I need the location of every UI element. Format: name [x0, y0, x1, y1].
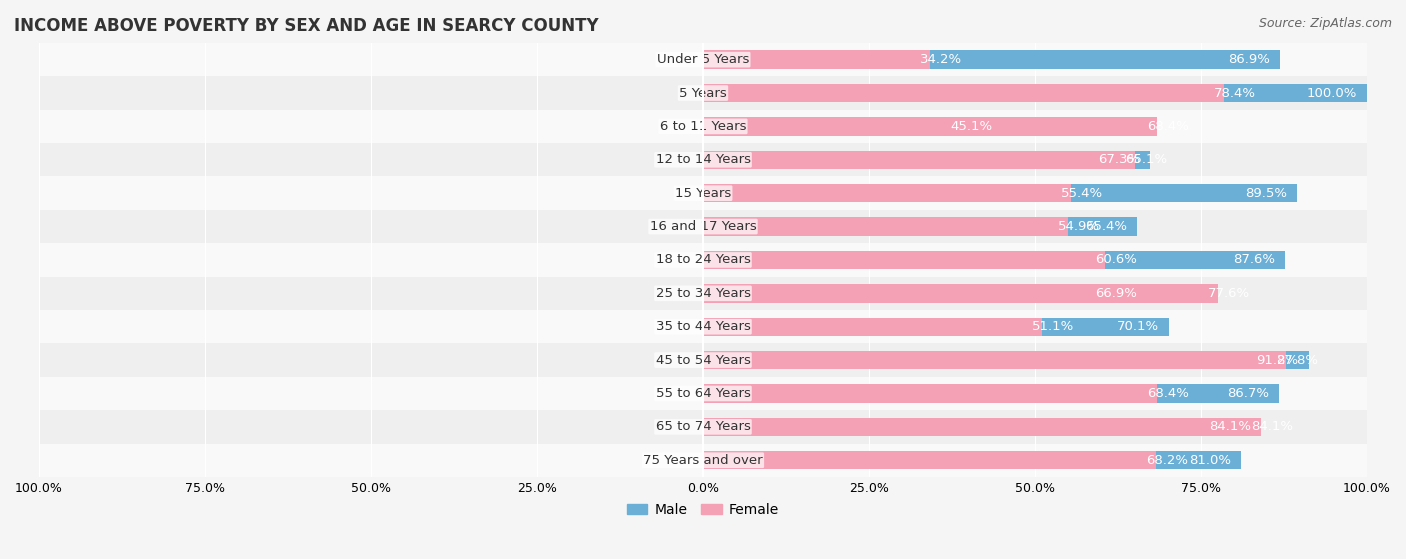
Text: 77.6%: 77.6%	[1208, 287, 1250, 300]
Text: 87.8%: 87.8%	[1277, 354, 1317, 367]
Text: Under 5 Years: Under 5 Years	[657, 53, 749, 66]
Bar	[39, 210, 1367, 243]
Text: 54.9%: 54.9%	[1057, 220, 1099, 233]
Text: 16 and 17 Years: 16 and 17 Years	[650, 220, 756, 233]
Text: 86.9%: 86.9%	[1229, 53, 1270, 66]
Bar	[703, 184, 1071, 202]
Bar	[39, 377, 1367, 410]
Text: 55.4%: 55.4%	[1062, 187, 1104, 200]
Bar	[39, 343, 1367, 377]
Bar	[39, 143, 1367, 177]
Text: 68.4%: 68.4%	[1147, 120, 1189, 133]
Bar	[703, 318, 1168, 336]
Text: 89.5%: 89.5%	[1246, 187, 1288, 200]
Text: 75 Years and over: 75 Years and over	[643, 454, 763, 467]
Text: 66.9%: 66.9%	[1095, 287, 1137, 300]
Text: 65.1%: 65.1%	[1125, 153, 1167, 166]
Text: 15 Years: 15 Years	[675, 187, 731, 200]
Bar	[39, 443, 1367, 477]
Text: 68.4%: 68.4%	[1147, 387, 1189, 400]
Bar	[703, 84, 1367, 102]
Text: 84.1%: 84.1%	[1209, 420, 1251, 433]
Bar	[703, 351, 1286, 369]
Text: Source: ZipAtlas.com: Source: ZipAtlas.com	[1258, 17, 1392, 30]
Text: 45 to 54 Years: 45 to 54 Years	[655, 354, 751, 367]
Bar	[703, 451, 1241, 470]
Text: 34.2%: 34.2%	[920, 53, 962, 66]
Bar	[703, 50, 1279, 69]
Bar	[39, 243, 1367, 277]
Text: 86.7%: 86.7%	[1227, 387, 1268, 400]
Bar	[703, 217, 1137, 236]
Bar	[39, 410, 1367, 443]
Bar	[39, 77, 1367, 110]
Text: 18 to 24 Years: 18 to 24 Years	[655, 253, 751, 267]
Bar	[39, 177, 1367, 210]
Bar	[39, 310, 1367, 343]
Bar	[703, 384, 1157, 402]
Text: 100.0%: 100.0%	[1306, 87, 1357, 100]
Text: 60.6%: 60.6%	[1095, 253, 1137, 267]
Text: 87.6%: 87.6%	[1233, 253, 1275, 267]
Text: INCOME ABOVE POVERTY BY SEX AND AGE IN SEARCY COUNTY: INCOME ABOVE POVERTY BY SEX AND AGE IN S…	[14, 17, 599, 35]
Bar	[703, 217, 1067, 236]
Text: 67.3%: 67.3%	[1098, 153, 1140, 166]
Text: 45.1%: 45.1%	[950, 120, 993, 133]
Bar	[703, 251, 1105, 269]
Text: 55 to 64 Years: 55 to 64 Years	[655, 387, 751, 400]
Text: 65.4%: 65.4%	[1085, 220, 1128, 233]
Text: 81.0%: 81.0%	[1189, 454, 1230, 467]
Text: 91.2%: 91.2%	[1257, 354, 1299, 367]
Bar	[703, 418, 1261, 436]
Legend: Male, Female: Male, Female	[621, 497, 785, 522]
Bar	[39, 110, 1367, 143]
Text: 84.1%: 84.1%	[1251, 420, 1294, 433]
Bar	[703, 451, 1156, 470]
Bar	[703, 284, 1147, 302]
Bar	[703, 418, 1261, 436]
Bar	[703, 184, 1298, 202]
Text: 78.4%: 78.4%	[1213, 87, 1256, 100]
Text: 51.1%: 51.1%	[1032, 320, 1074, 333]
Text: 25 to 34 Years: 25 to 34 Years	[655, 287, 751, 300]
Bar	[39, 43, 1367, 77]
Bar	[703, 351, 1309, 369]
Text: 35 to 44 Years: 35 to 44 Years	[655, 320, 751, 333]
Text: 70.1%: 70.1%	[1116, 320, 1159, 333]
Text: 65 to 74 Years: 65 to 74 Years	[655, 420, 751, 433]
Bar	[703, 318, 1042, 336]
Bar	[39, 277, 1367, 310]
Bar	[703, 150, 1150, 169]
Bar	[703, 284, 1219, 302]
Bar	[703, 150, 1135, 169]
Bar	[703, 117, 1157, 136]
Text: 12 to 14 Years: 12 to 14 Years	[655, 153, 751, 166]
Text: 6 to 11 Years: 6 to 11 Years	[659, 120, 747, 133]
Bar	[703, 251, 1285, 269]
Bar	[703, 84, 1223, 102]
Text: 68.2%: 68.2%	[1146, 454, 1188, 467]
Bar	[703, 50, 931, 69]
Bar	[703, 117, 1002, 136]
Bar	[703, 384, 1278, 402]
Text: 5 Years: 5 Years	[679, 87, 727, 100]
